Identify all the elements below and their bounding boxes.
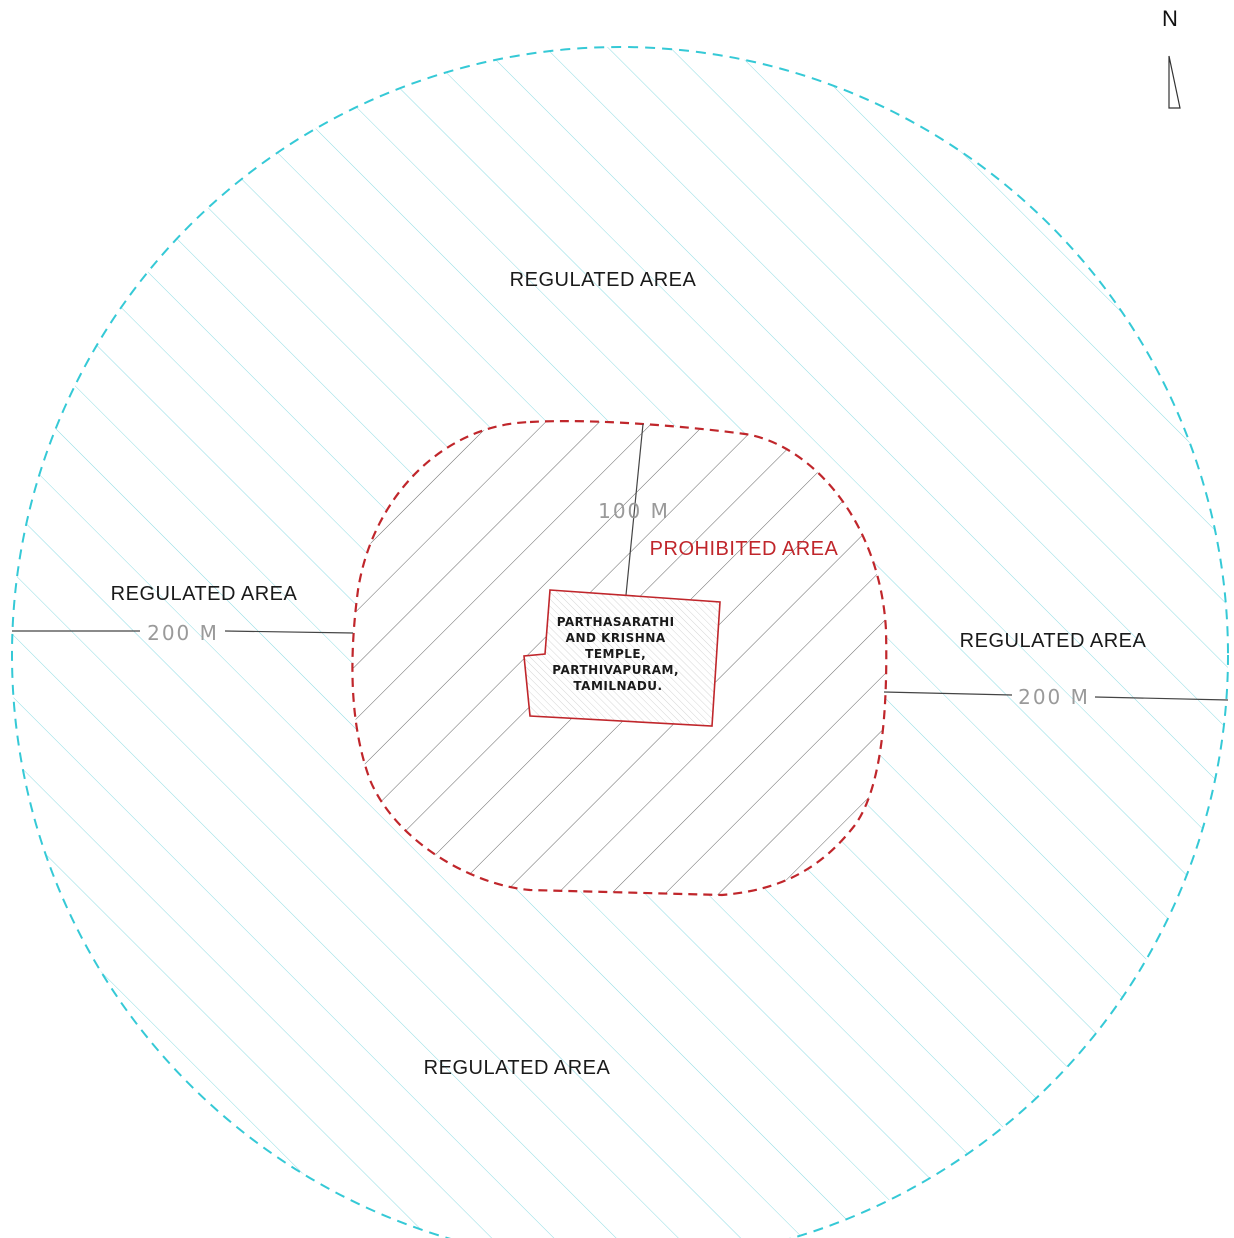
north-indicator: N xyxy=(1162,6,1181,109)
regulated-area-label-left: REGULATED AREA xyxy=(111,583,298,605)
dimension-line-200m-left-b xyxy=(224,630,354,634)
temple-label-line-5: TAMILNADU. xyxy=(573,679,662,693)
prohibited-area-label: PROHIBITED AREA xyxy=(650,538,839,560)
dimension-label-100m: 100 M xyxy=(598,499,670,523)
temple-label-line-1: PARTHASARATHI xyxy=(557,615,675,629)
regulated-area-label-bottom: REGULATED AREA xyxy=(424,1057,611,1079)
regulated-area-label-top: REGULATED AREA xyxy=(510,269,697,291)
temple-footprint: PARTHASARATHI AND KRISHNA TEMPLE, PARTHI… xyxy=(523,589,721,727)
dimension-line-200m-right-a xyxy=(883,691,1013,696)
prohibited-boundary xyxy=(351,420,888,897)
dimension-lines xyxy=(12,423,1229,701)
temple-label-line-4: PARTHIVAPURAM, xyxy=(552,663,679,677)
temple-label-line-2: AND KRISHNA xyxy=(566,631,666,645)
dimension-line-100m xyxy=(625,423,644,596)
north-arrow-icon xyxy=(1168,55,1181,109)
regulated-boundary xyxy=(11,46,1229,1238)
north-label: N xyxy=(1162,6,1178,31)
dimension-label-200m-left: 200 M xyxy=(147,621,219,645)
dimension-line-200m-right-b xyxy=(1094,696,1229,701)
dimension-label-200m-right: 200 M xyxy=(1018,685,1090,709)
svg-text:PARTHASARATHI AND KRISHN: PARTHASARATHI AND KRISHNA TEMPLE, PARTHI… xyxy=(552,615,683,693)
temple-label-line-3: TEMPLE, xyxy=(585,647,646,661)
regulated-area-label-right: REGULATED AREA xyxy=(960,630,1147,652)
